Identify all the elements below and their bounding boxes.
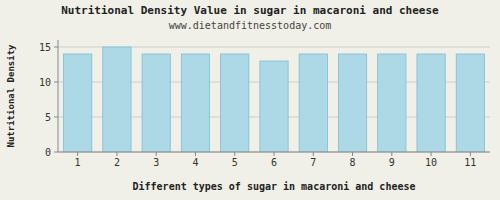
background — [0, 0, 500, 200]
title: Nutritional Density Value in sugar in ma… — [61, 4, 439, 17]
y-axis-label: Nutritional Density — [6, 44, 16, 148]
x-tick-label: 1 — [75, 157, 81, 168]
bars — [63, 47, 484, 152]
x-tick-label: 11 — [464, 157, 476, 168]
x-tick — [274, 152, 275, 156]
x-tick-label: 3 — [153, 157, 159, 168]
bar — [338, 54, 366, 152]
y-tick-label: 10 — [39, 77, 51, 88]
bar — [221, 54, 249, 152]
bar — [260, 61, 288, 152]
x-tick-label: 6 — [271, 157, 277, 168]
x-tick — [234, 152, 235, 156]
x-tick — [77, 152, 78, 156]
x-tick — [195, 152, 196, 156]
x-tick — [313, 152, 314, 156]
grid — [58, 47, 490, 152]
y-tick — [54, 82, 58, 83]
bar — [181, 54, 209, 152]
x-tick — [116, 152, 117, 156]
x-axis-label: Different types of sugar in macaroni and… — [133, 181, 416, 192]
y-tick — [54, 152, 58, 153]
bar — [456, 54, 484, 152]
y-tick-label: 15 — [39, 42, 51, 53]
y-tick — [54, 117, 58, 118]
bar — [63, 54, 91, 152]
bar — [103, 47, 131, 152]
x-tick-label: 8 — [350, 157, 356, 168]
bar — [378, 54, 406, 152]
x-tick-label: 4 — [192, 157, 198, 168]
y-axis-line — [58, 40, 59, 152]
chart: Nutritional Density Value in sugar in ma… — [0, 0, 500, 200]
y-axis: 0 5 10 15 — [39, 42, 58, 158]
y-tick-label: 5 — [45, 112, 51, 123]
x-tick-label: 9 — [389, 157, 395, 168]
bar — [142, 54, 170, 152]
bar — [299, 54, 327, 152]
x-tick-label: 2 — [114, 157, 120, 168]
x-tick — [470, 152, 471, 156]
y-tick — [54, 47, 58, 48]
x-tick — [156, 152, 157, 156]
x-tick — [352, 152, 353, 156]
y-tick-label: 0 — [45, 147, 51, 158]
x-tick — [431, 152, 432, 156]
x-tick-label: 5 — [232, 157, 238, 168]
x-tick — [391, 152, 392, 156]
bar — [417, 54, 445, 152]
x-tick-label: 7 — [310, 157, 316, 168]
subtitle: www.dietandfitnesstoday.com — [169, 20, 332, 31]
x-tick-label: 10 — [425, 157, 437, 168]
x-axis: 1 2 3 4 5 6 7 8 9 10 11 — [75, 152, 477, 168]
